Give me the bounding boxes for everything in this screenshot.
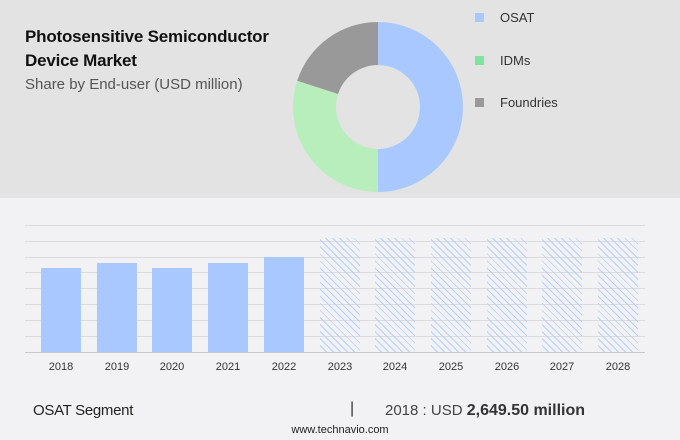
- bar-2026-forecast: [487, 238, 527, 352]
- donut-chart: [293, 22, 463, 192]
- bar-2027-forecast: [542, 238, 582, 352]
- x-tick-label: 2024: [382, 361, 408, 373]
- x-tick-label: 2022: [271, 361, 297, 373]
- x-tick-label: 2021: [215, 361, 241, 373]
- legend-swatch-icon: [475, 98, 484, 107]
- x-tick-label: 2020: [159, 361, 185, 373]
- x-tick-label: 2025: [438, 361, 464, 373]
- donut-slice-foundries: [297, 22, 378, 94]
- source-url: www.technavio.com: [291, 424, 389, 436]
- x-tick-label: 2023: [327, 361, 353, 373]
- legend-label: OSAT: [500, 10, 535, 25]
- legend-swatch-icon: [475, 13, 484, 22]
- legend-item-osat: OSAT: [475, 10, 534, 25]
- bar-2024-forecast: [375, 238, 415, 352]
- bar-chart: 2018 2019 2020 2021 2022 2023 2024 2025 …: [0, 198, 680, 373]
- donut-slice-osat: [378, 22, 463, 192]
- segment-value-prefix: 2018 : USD: [385, 402, 463, 419]
- x-tick-label: 2027: [549, 361, 575, 373]
- header-panel: Photosensitive Semiconductor Device Mark…: [0, 0, 680, 198]
- donut-slice-idms: [293, 80, 378, 192]
- bar-2023-forecast: [320, 238, 360, 352]
- gridline: [25, 225, 645, 226]
- legend-label: IDMs: [500, 53, 531, 68]
- page-title: Photosensitive Semiconductor Device Mark…: [25, 27, 269, 70]
- x-tick-label: 2026: [494, 361, 520, 373]
- legend-item-idms: IDMs: [475, 53, 530, 68]
- page-subtitle: Share by End-user (USD million): [25, 76, 243, 93]
- bar-2020: [152, 268, 192, 352]
- bar-2018: [41, 268, 81, 352]
- legend-item-foundries: Foundries: [475, 95, 558, 110]
- segment-value-amount: 2,649.50 million: [466, 402, 585, 419]
- footer-separator: |: [350, 400, 355, 417]
- x-axis: [25, 352, 645, 353]
- bar-2028-forecast: [598, 238, 638, 352]
- bar-2025-forecast: [431, 238, 471, 352]
- x-tick-label: 2018: [48, 361, 74, 373]
- x-tick-label: 2028: [605, 361, 631, 373]
- x-tick-label: 2019: [104, 361, 130, 373]
- bar-2019: [97, 263, 137, 352]
- legend-label: Foundries: [500, 95, 558, 110]
- legend-swatch-icon: [475, 56, 484, 65]
- segment-value: 2018 : USD 2,649.50 million: [385, 402, 585, 420]
- bar-2022: [264, 257, 304, 352]
- segment-label: OSAT Segment: [33, 402, 134, 419]
- bar-2021: [208, 263, 248, 352]
